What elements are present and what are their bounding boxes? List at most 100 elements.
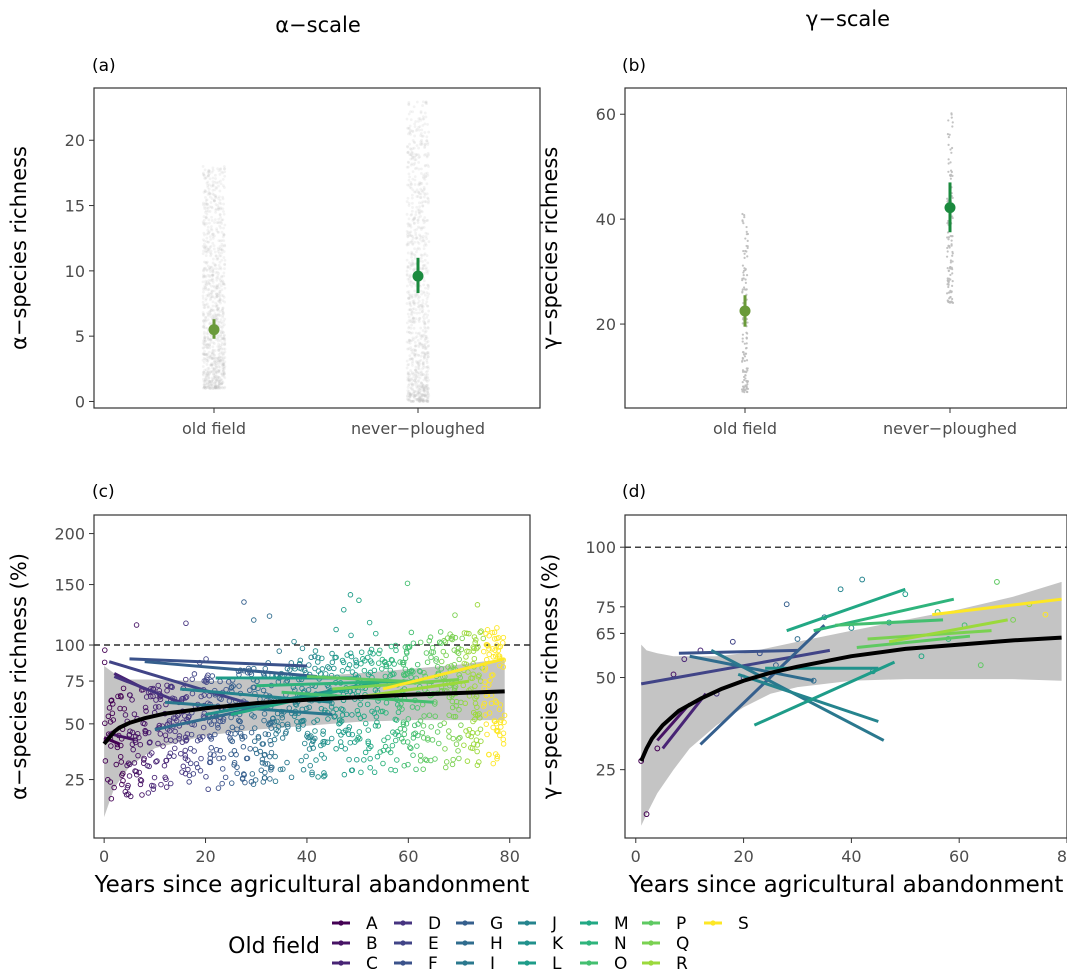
data-point [500, 664, 507, 670]
raw-point [206, 293, 210, 297]
data-point [239, 724, 245, 731]
data-point [349, 767, 356, 773]
data-point [295, 726, 302, 732]
raw-point [407, 161, 411, 164]
raw-point [416, 332, 420, 336]
data-point [329, 659, 336, 666]
panel-a-raw-points-0 [201, 164, 227, 390]
raw-point [415, 248, 419, 251]
raw-point [414, 344, 417, 348]
raw-point [222, 370, 226, 374]
raw-point [211, 363, 214, 367]
raw-point [204, 352, 208, 356]
raw-point [201, 203, 205, 207]
data-point [362, 749, 369, 756]
raw-point [422, 195, 426, 199]
raw-point [201, 313, 205, 316]
panel-d-trend-F [678, 648, 798, 655]
raw-point [406, 132, 410, 136]
data-point [318, 742, 324, 749]
raw-point [421, 134, 425, 138]
raw-point [423, 271, 426, 275]
raw-point [946, 236, 949, 239]
raw-point [419, 342, 422, 346]
raw-point [221, 308, 224, 312]
data-point [374, 753, 381, 760]
data-point [205, 786, 211, 793]
raw-point [410, 313, 414, 317]
raw-point [745, 233, 748, 236]
raw-point [210, 233, 214, 236]
raw-point [221, 366, 225, 370]
raw-point [222, 167, 226, 171]
data-point [176, 733, 183, 739]
raw-point [410, 201, 414, 205]
raw-point [218, 298, 222, 301]
raw-point [210, 364, 213, 367]
data-point [319, 655, 325, 662]
raw-point [424, 399, 428, 403]
raw-point [209, 244, 213, 248]
raw-point [415, 375, 418, 379]
panel-a-alpha-richness: old field never−ploughed05101520α−species… [7, 87, 541, 438]
data-point [271, 736, 278, 743]
raw-point [420, 398, 424, 402]
raw-point [426, 395, 429, 399]
raw-point [415, 236, 419, 240]
raw-point [421, 393, 425, 397]
raw-point [422, 354, 426, 358]
data-point [213, 747, 220, 753]
data-point [374, 719, 380, 726]
raw-point [408, 175, 412, 179]
raw-point [223, 317, 227, 321]
data-point [176, 735, 182, 742]
raw-point [745, 336, 748, 339]
raw-point [217, 365, 221, 369]
raw-point [419, 196, 422, 200]
raw-point [408, 392, 412, 395]
raw-point [741, 385, 745, 388]
raw-point [209, 338, 212, 342]
raw-point [420, 334, 424, 337]
raw-point [950, 151, 953, 154]
raw-point [211, 180, 215, 184]
panel-c-x-label: Years since agricultural abandonment [94, 872, 530, 898]
raw-point [949, 174, 952, 178]
raw-point [422, 176, 426, 180]
raw-point [219, 382, 223, 386]
raw-point [408, 130, 412, 134]
raw-point [424, 115, 428, 119]
raw-point [414, 331, 418, 335]
raw-point [415, 360, 418, 363]
data-point [122, 789, 129, 795]
raw-point [413, 379, 417, 382]
raw-point [218, 339, 222, 342]
raw-point [417, 183, 421, 187]
panel-b-mean-1 [944, 202, 956, 214]
raw-point [409, 377, 413, 381]
data-point [321, 755, 328, 761]
raw-point [410, 382, 414, 385]
data-point [154, 758, 160, 764]
raw-point [408, 302, 412, 305]
raw-point [411, 359, 415, 363]
legend-label: O [614, 954, 627, 974]
raw-point [214, 177, 217, 181]
data-point [226, 679, 232, 685]
raw-point [421, 204, 425, 208]
raw-point [414, 250, 418, 254]
raw-point [213, 356, 217, 360]
panel-c-trend-F [129, 657, 307, 668]
raw-point [419, 381, 423, 385]
raw-point [425, 155, 429, 159]
raw-point [413, 217, 416, 221]
raw-point [209, 315, 213, 319]
raw-point [426, 390, 429, 394]
data-point [367, 764, 373, 771]
data-point [408, 745, 414, 752]
data-point [346, 724, 353, 730]
raw-point [422, 399, 425, 403]
raw-point [223, 223, 227, 227]
raw-point [214, 194, 218, 198]
raw-point [418, 341, 422, 345]
